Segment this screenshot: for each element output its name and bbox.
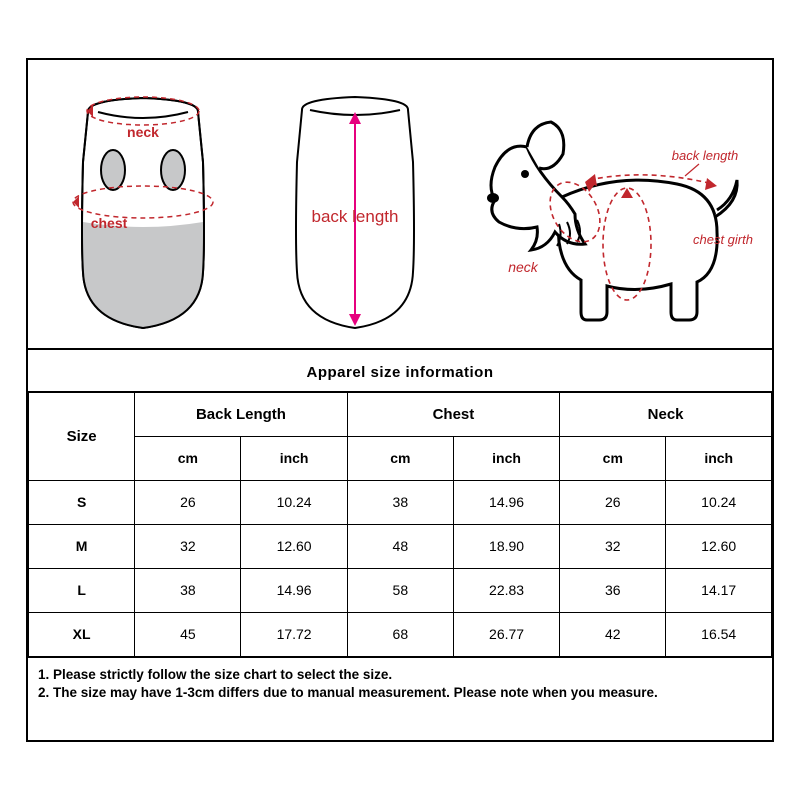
- unit-cell: inch: [453, 436, 559, 480]
- value-cell: 32: [135, 524, 241, 568]
- value-cell: 17.72: [241, 612, 347, 656]
- chest-label: chest: [90, 215, 127, 231]
- unit-cell: cm: [135, 436, 241, 480]
- note-line-1: 1. Please strictly follow the size chart…: [38, 666, 762, 684]
- garment-back-diagram: back length: [260, 72, 450, 342]
- size-cell: XL: [29, 612, 135, 656]
- value-cell: 45: [135, 612, 241, 656]
- value-cell: 10.24: [666, 480, 772, 524]
- table-row: XL 45 17.72 68 26.77 42 16.54: [29, 612, 772, 656]
- diagram-row: neck chest back length: [28, 60, 772, 350]
- value-cell: 26.77: [453, 612, 559, 656]
- back-length-label: back length: [312, 207, 399, 226]
- notes: 1. Please strictly follow the size chart…: [28, 657, 772, 740]
- value-cell: 12.60: [241, 524, 347, 568]
- dog-chest-label: chest girth: [693, 232, 753, 247]
- unit-cell: cm: [347, 436, 453, 480]
- value-cell: 42: [560, 612, 666, 656]
- header-row-1: Size Back Length Chest Neck: [29, 392, 772, 436]
- unit-cell: cm: [560, 436, 666, 480]
- size-cell: L: [29, 568, 135, 612]
- value-cell: 22.83: [453, 568, 559, 612]
- value-cell: 16.54: [666, 612, 772, 656]
- size-cell: M: [29, 524, 135, 568]
- value-cell: 18.90: [453, 524, 559, 568]
- value-cell: 12.60: [666, 524, 772, 568]
- size-cell: S: [29, 480, 135, 524]
- value-cell: 10.24: [241, 480, 347, 524]
- value-cell: 14.96: [241, 568, 347, 612]
- value-cell: 14.17: [666, 568, 772, 612]
- size-chart: neck chest back length: [26, 58, 774, 742]
- value-cell: 38: [135, 568, 241, 612]
- table-row: L 38 14.96 58 22.83 36 14.17: [29, 568, 772, 612]
- group-chest: Chest: [347, 392, 559, 436]
- value-cell: 26: [560, 480, 666, 524]
- size-header: Size: [29, 392, 135, 480]
- size-table: Size Back Length Chest Neck cm inch cm i…: [28, 392, 772, 657]
- header-row-2: cm inch cm inch cm inch: [29, 436, 772, 480]
- unit-cell: inch: [666, 436, 772, 480]
- value-cell: 58: [347, 568, 453, 612]
- unit-cell: inch: [241, 436, 347, 480]
- garment-front-diagram: neck chest: [43, 72, 243, 342]
- dog-neck-label: neck: [509, 259, 540, 275]
- value-cell: 14.96: [453, 480, 559, 524]
- value-cell: 32: [560, 524, 666, 568]
- note-line-2: 2. The size may have 1-3cm differs due t…: [38, 684, 762, 702]
- dog-back-label: back length: [672, 148, 739, 163]
- table-title: Apparel size information: [28, 350, 772, 392]
- dog-diagram: neck back length chest girth: [467, 72, 757, 342]
- value-cell: 26: [135, 480, 241, 524]
- table-row: S 26 10.24 38 14.96 26 10.24: [29, 480, 772, 524]
- value-cell: 36: [560, 568, 666, 612]
- neck-label: neck: [127, 124, 159, 140]
- value-cell: 48: [347, 524, 453, 568]
- group-neck: Neck: [560, 392, 772, 436]
- group-back-length: Back Length: [135, 392, 347, 436]
- table-row: M 32 12.60 48 18.90 32 12.60: [29, 524, 772, 568]
- value-cell: 68: [347, 612, 453, 656]
- value-cell: 38: [347, 480, 453, 524]
